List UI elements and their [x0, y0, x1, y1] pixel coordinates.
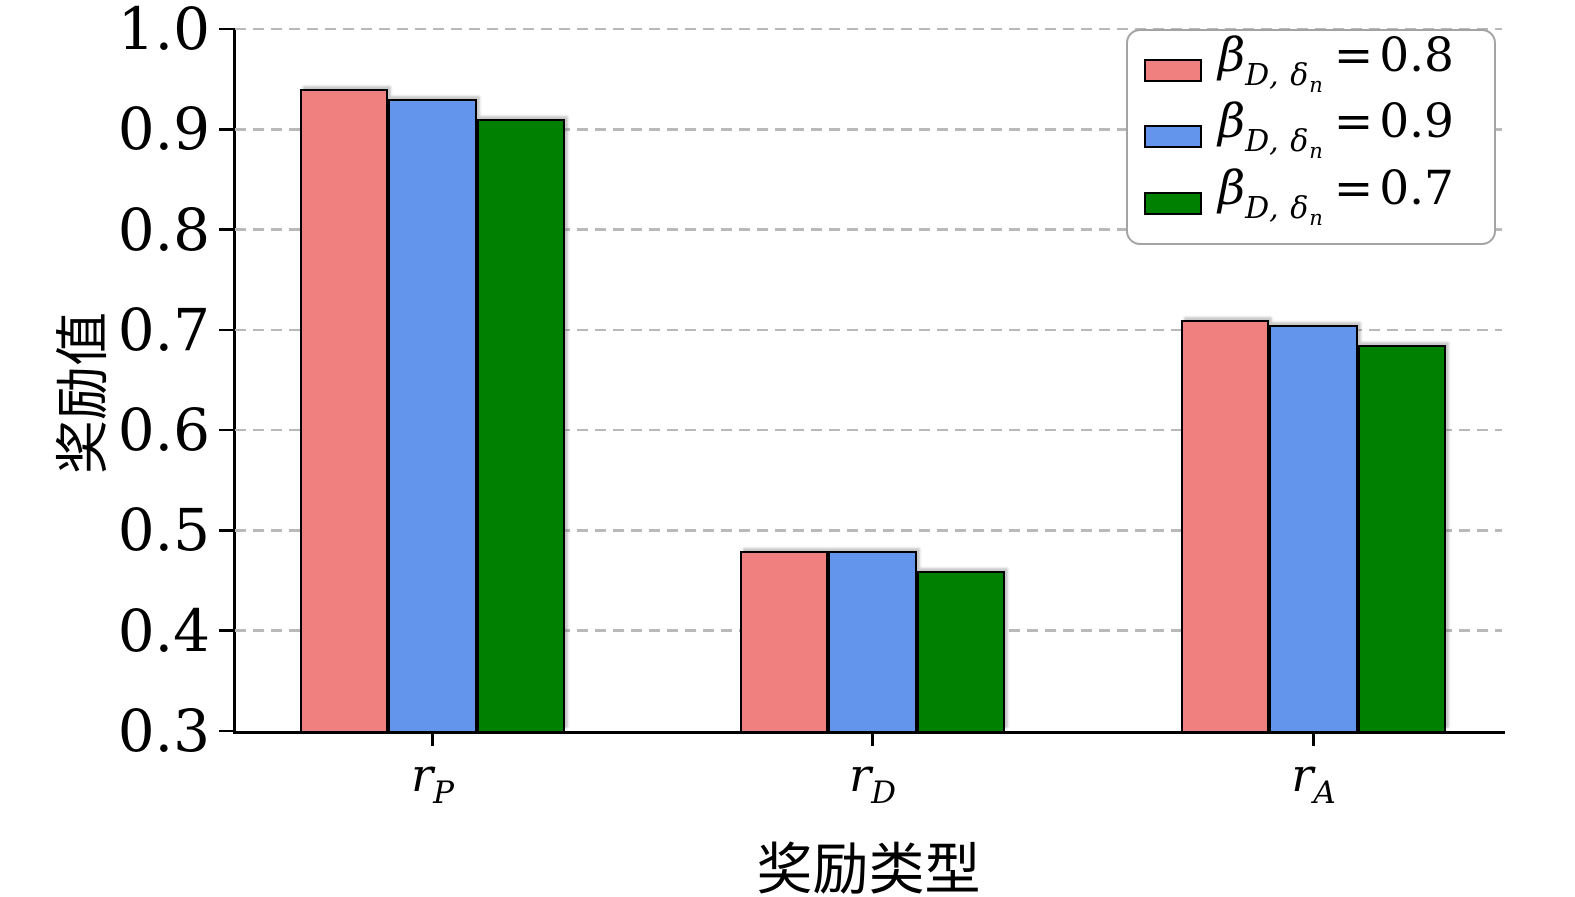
y-tick-label-0.5: 0.5 [117, 496, 210, 565]
bar-rP-series0 [300, 89, 389, 731]
y-tick-1.0 [219, 27, 233, 31]
legend-swatch-blue [1144, 125, 1202, 149]
y-tick-label-0.9: 0.9 [117, 95, 210, 164]
gridline-0.6 [235, 428, 1502, 432]
x-axis-label: 奖励类型 [756, 838, 981, 897]
legend-subscript: D, [1245, 124, 1291, 160]
equals-sign: = [1333, 161, 1374, 217]
y-tick-0.7 [219, 328, 233, 332]
y-tick-0.5 [219, 529, 233, 532]
delta-symbol: δ [1290, 124, 1310, 160]
legend-entry: βD, δn= 0.9 [1144, 98, 1494, 169]
x-tick-rD [871, 733, 874, 746]
y-tick-0.9 [219, 128, 233, 131]
y-tick-label-0.8: 0.8 [117, 195, 210, 264]
gridline-1 [235, 27, 1502, 31]
legend-subsubscript: n [1309, 72, 1324, 97]
legend-subsubscript: n [1309, 139, 1324, 164]
legend-value: 0.7 [1379, 161, 1454, 217]
delta-symbol: δ [1290, 191, 1310, 227]
equals-sign: = [1333, 94, 1374, 150]
y-tick-0.4 [219, 629, 233, 632]
legend-swatch-pink [1144, 58, 1202, 82]
plot-area [235, 27, 1502, 731]
x-category-label-rP: rP [411, 748, 455, 811]
gridline-0.5 [235, 529, 1502, 532]
legend-value: 0.8 [1379, 27, 1454, 83]
x-tick-rA [1312, 733, 1315, 746]
legend-swatch-green [1144, 192, 1202, 216]
gridline-0.8 [235, 228, 1502, 231]
legend-subscript: D, [1245, 57, 1291, 93]
legend-subsubscript: n [1309, 206, 1324, 231]
y-tick-label-0.3: 0.3 [117, 697, 210, 765]
legend: βD, δn= 0.8 βD, δn= 0.9 βD, δn= 0.7 [1126, 29, 1496, 245]
bar-rD-series0 [740, 550, 829, 731]
y-tick-label-1.0: 1.0 [117, 0, 210, 63]
y-tick-label-0.4: 0.4 [117, 596, 210, 665]
legend-subscript: D, [1245, 191, 1291, 227]
y-tick-label-0.7: 0.7 [117, 295, 210, 364]
delta-symbol: δ [1290, 57, 1310, 93]
legend-value: 0.9 [1379, 94, 1454, 150]
y-tick-0.6 [219, 428, 233, 432]
y-tick-label-0.6: 0.6 [117, 396, 210, 465]
legend-entry: βD, δn= 0.7 [1144, 165, 1494, 236]
bar-rP-series2 [476, 119, 566, 731]
x-axis-spine [233, 731, 1505, 734]
beta-symbol: β [1218, 27, 1246, 83]
legend-label: βD, δn= 0.8 [1218, 32, 1454, 109]
legend-entry: βD, δn= 0.8 [1144, 32, 1494, 102]
x-category-label-rA: rA [1291, 748, 1336, 811]
bar-rA-series0 [1181, 319, 1270, 731]
legend-label: βD, δn= 0.7 [1218, 165, 1454, 242]
bar-rA-series1 [1269, 324, 1358, 731]
y-axis-spine [233, 28, 236, 734]
x-category-label-rD: rD [849, 748, 897, 811]
bar-rA-series2 [1357, 344, 1447, 731]
x-tick-rP [431, 733, 434, 746]
beta-symbol: β [1218, 94, 1246, 150]
beta-symbol: β [1218, 161, 1246, 217]
bar-rP-series1 [388, 99, 477, 731]
y-tick-0.8 [219, 228, 233, 231]
y-tick-0.3 [219, 729, 233, 733]
legend-label: βD, δn= 0.9 [1218, 98, 1454, 175]
gridline-0.9 [235, 128, 1502, 131]
bar-rD-series1 [828, 550, 917, 731]
bar-rD-series2 [916, 570, 1006, 731]
gridline-0.7 [235, 328, 1502, 332]
equals-sign: = [1333, 27, 1374, 83]
